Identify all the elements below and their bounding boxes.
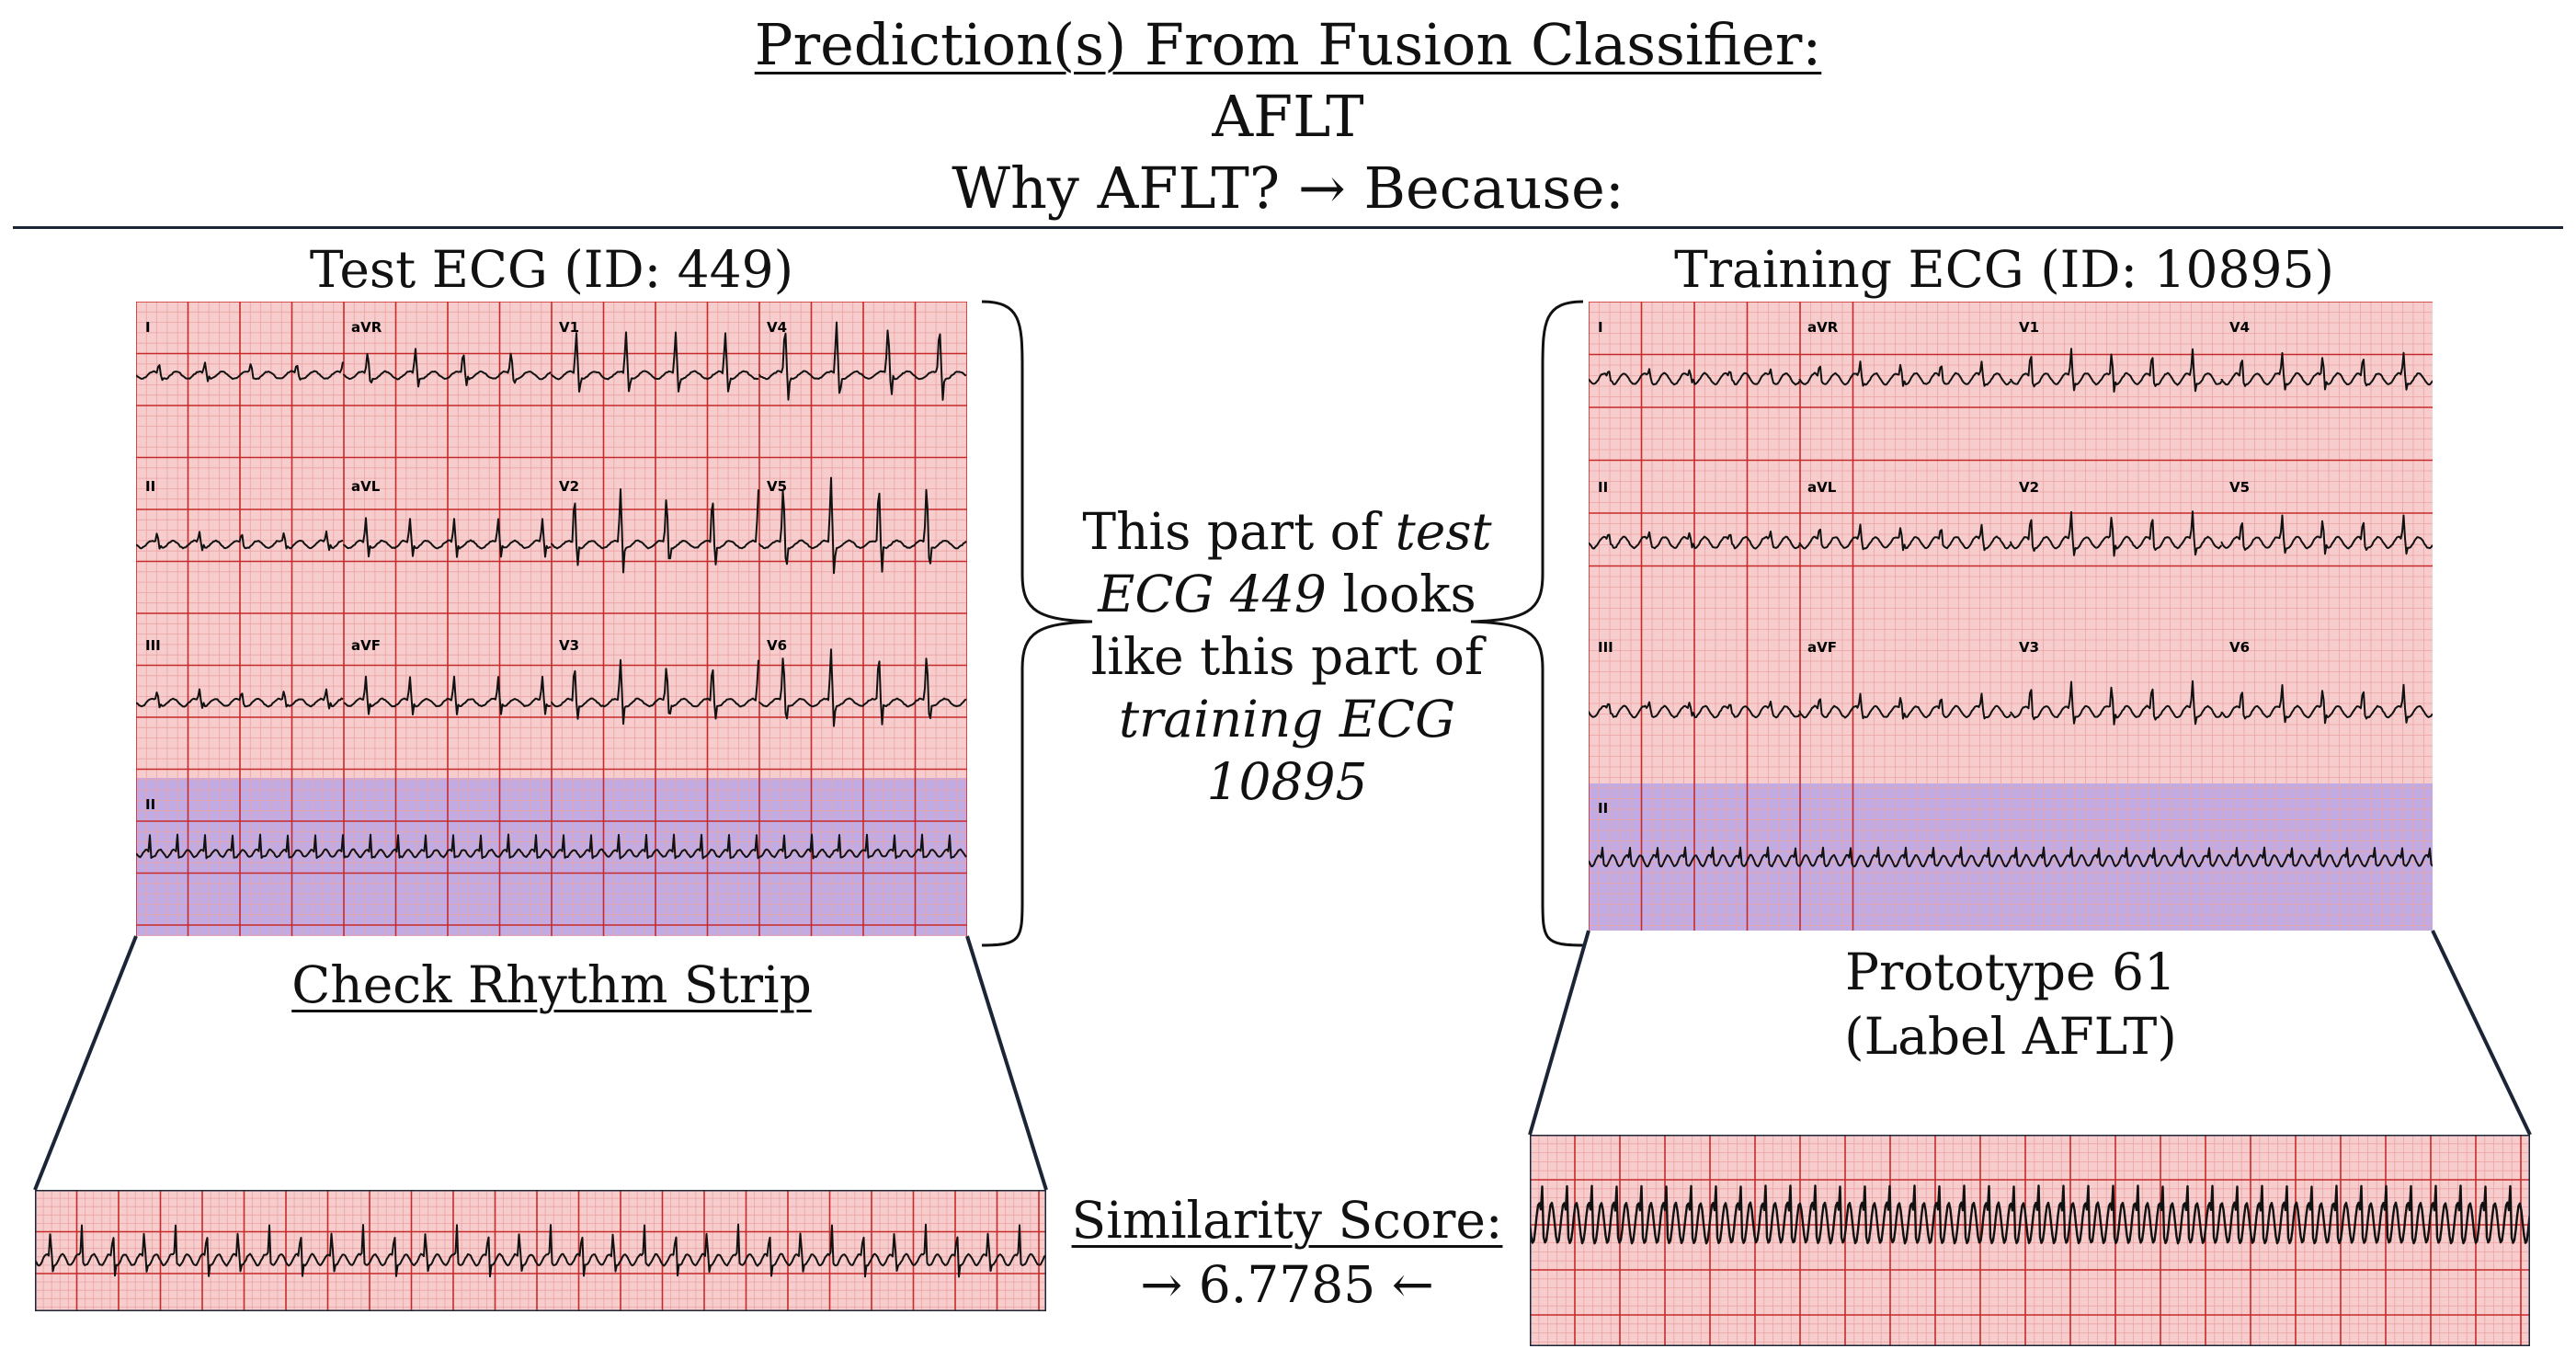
grid-background xyxy=(35,1190,1046,1311)
lead-label: V2 xyxy=(559,478,579,495)
prototype-rhythm-strip xyxy=(1530,1135,2530,1346)
lead-label: V3 xyxy=(559,637,579,654)
lead-trace xyxy=(343,348,552,388)
lead-trace xyxy=(136,361,344,383)
lead-trace xyxy=(551,331,759,393)
lead-label: V5 xyxy=(767,478,787,495)
grid-major xyxy=(35,1190,1046,1311)
header-divider xyxy=(13,226,2563,229)
lead-label: V6 xyxy=(767,637,787,654)
ecg-traces xyxy=(136,321,967,860)
prototype-label: Prototype 61 xyxy=(1844,943,2177,1001)
test-rhythm-strip xyxy=(35,1190,1046,1311)
lead-label: V1 xyxy=(2019,319,2039,336)
prototype-class: (Label AFLT) xyxy=(1844,1007,2177,1066)
lead-trace xyxy=(136,688,344,710)
rhythm-trace xyxy=(1589,846,2433,868)
lead-trace xyxy=(343,675,552,715)
lead-trace xyxy=(551,488,759,574)
lead-trace xyxy=(343,517,552,558)
lead-trace xyxy=(2010,348,2223,393)
lead-trace xyxy=(758,476,967,575)
grid-major-lines xyxy=(1589,302,2433,931)
test-ecg-title: Test ECG (ID: 449) xyxy=(309,240,794,299)
test-ecg-panel: I aVR V1 V4 II aVL V2 V5 III aVF V3 V6 I… xyxy=(136,302,967,936)
lead-trace xyxy=(136,530,344,552)
grid-minor xyxy=(35,1190,1046,1311)
lead-trace xyxy=(1798,692,2012,720)
lead-trace xyxy=(1589,368,1801,386)
ecg-traces xyxy=(1589,348,2433,868)
rhythm-lead-label: II xyxy=(145,796,155,813)
lead-label: II xyxy=(1598,479,1608,496)
lead-label: V4 xyxy=(2229,319,2250,336)
lead-label: aVF xyxy=(1807,639,1837,656)
zoom-line-right xyxy=(965,935,1048,1191)
training-ecg-panel: I aVR V1 V4 II aVL V2 V5 III aVF V3 V6 I… xyxy=(1589,302,2433,931)
lead-trace xyxy=(1798,360,2012,387)
lead-trace xyxy=(758,648,967,727)
lead-label: V1 xyxy=(559,319,579,336)
ecg-trace xyxy=(35,1223,1046,1278)
lead-label: aVF xyxy=(351,637,381,654)
ecg-trace xyxy=(1530,1184,2530,1245)
lead-label: III xyxy=(145,637,161,654)
lead-trace xyxy=(1589,531,1801,550)
similarity-value: → 6.7785 ← xyxy=(1140,1255,1434,1314)
lead-label: V6 xyxy=(2229,639,2250,656)
check-rhythm-strip-link[interactable]: Check Rhythm Strip xyxy=(291,955,812,1014)
lead-trace xyxy=(758,321,967,401)
zoom-line-right xyxy=(2431,930,2532,1136)
similarity-block: Similarity Score: → 6.7785 ← xyxy=(1057,1188,1517,1317)
grid-minor-lines xyxy=(35,1190,1046,1311)
lead-label: II xyxy=(145,478,155,495)
rhythm-trace xyxy=(1530,1184,2530,1245)
grid-minor xyxy=(1589,302,2433,931)
page-title: Prediction(s) From Fusion Classifier: xyxy=(0,9,2576,81)
lead-label: I xyxy=(1598,319,1603,336)
training-ecg-title: Training ECG (ID: 10895) xyxy=(1674,240,2334,299)
lead-label: aVR xyxy=(351,319,382,336)
zoom-line-left xyxy=(1528,930,1590,1136)
grid-major-lines xyxy=(136,302,967,936)
lead-trace xyxy=(1798,523,2012,552)
lead-label: V4 xyxy=(767,319,787,336)
lead-trace xyxy=(1589,700,1801,719)
zoom-line-left xyxy=(33,935,138,1191)
grid-major xyxy=(136,302,967,936)
lead-trace xyxy=(2220,351,2433,391)
lead-label: III xyxy=(1598,639,1613,656)
prediction-heading: Prediction(s) From Fusion Classifier: xyxy=(754,11,1822,78)
lead-label: I xyxy=(145,319,151,336)
lead-trace xyxy=(2010,510,2223,557)
lead-trace xyxy=(2010,680,2223,726)
grid-major-lines xyxy=(35,1190,1046,1311)
lead-label: V2 xyxy=(2019,479,2039,496)
lead-trace xyxy=(2220,683,2433,725)
lead-label: V3 xyxy=(2019,639,2039,656)
similarity-label: Similarity Score: xyxy=(1071,1191,1503,1250)
prediction-value: AFLT xyxy=(1212,83,1364,150)
lead-label: aVL xyxy=(351,478,381,495)
why-heading: Why AFLT? → Because: xyxy=(952,154,1624,222)
lead-trace xyxy=(551,658,759,726)
grid-minor-lines xyxy=(1589,302,2433,931)
lead-label: V5 xyxy=(2229,479,2250,496)
rhythm-lead-label: II xyxy=(1598,800,1608,817)
rhythm-trace xyxy=(35,1223,1046,1278)
prototype-caption: Prototype 61 (Label AFLT) xyxy=(1589,940,2433,1069)
rhythm-trace xyxy=(136,833,967,860)
lead-label: aVR xyxy=(1807,319,1839,336)
explanation-text: This part of test ECG 449 looks like thi… xyxy=(1082,502,1492,811)
lead-label: aVL xyxy=(1807,479,1837,496)
lead-trace xyxy=(2220,514,2433,555)
grid-major xyxy=(1589,302,2433,931)
